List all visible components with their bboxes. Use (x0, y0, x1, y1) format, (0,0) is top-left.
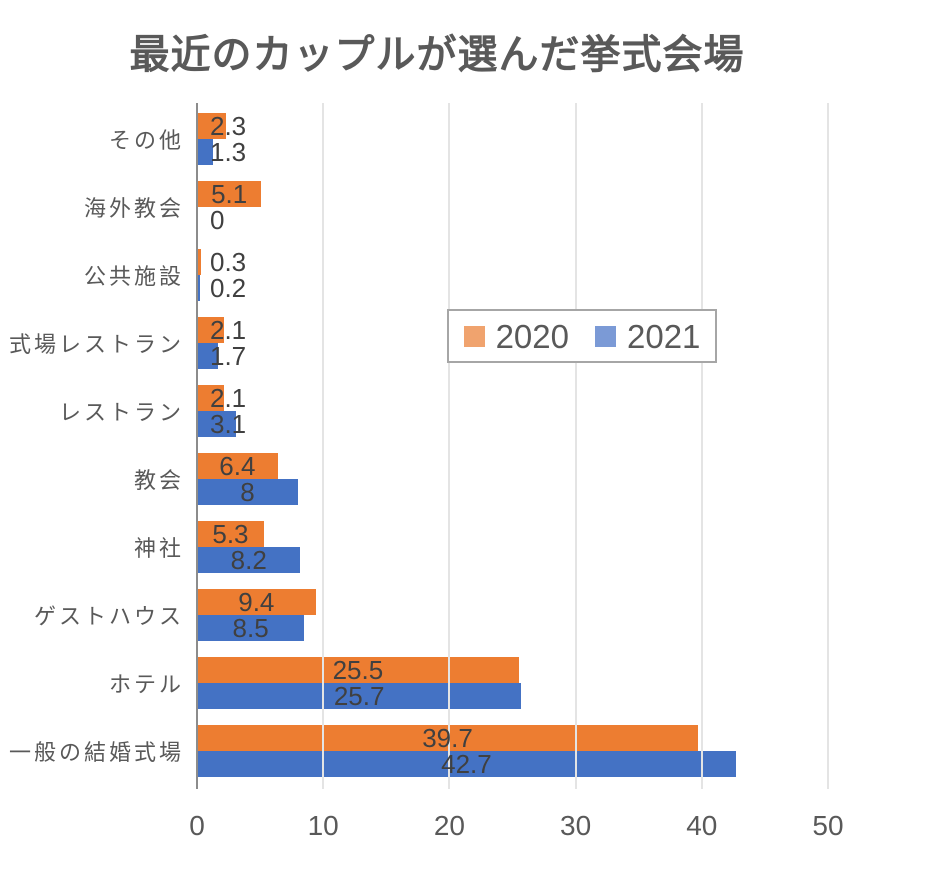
bar-2020-ホテル (197, 657, 519, 683)
value-label-2020-一般の結婚式場: 39.7 (422, 723, 473, 753)
value-label-2020-海外教会: 5.1 (211, 179, 248, 209)
legend: 2020 2021 (447, 309, 717, 363)
x-tick-10: 10 (307, 810, 339, 841)
value-label-2020-教会: 6.4 (219, 451, 256, 481)
bar-2020-レストラン (197, 385, 224, 411)
value-label-2020-式場レストラン: 2.1 (210, 315, 247, 345)
value-label-2021-レストラン: 3.1 (210, 409, 247, 439)
bar-2020-一般の結婚式場 (197, 725, 698, 751)
value-label-2020-ホテル: 25.5 (332, 655, 384, 685)
value-label-2021-その他: 1.3 (210, 137, 247, 167)
value-label-2020-神社: 5.3 (212, 519, 249, 549)
value-label-2020-ゲストハウス: 9.4 (238, 587, 275, 617)
bar-2020-海外教会 (197, 181, 262, 207)
value-label-2021-神社: 8.2 (230, 545, 267, 575)
bar-2021-ゲストハウス (197, 615, 305, 641)
category-label-公共施設: 公共施設 (83, 264, 184, 289)
legend-item-2020: 2020 (463, 317, 569, 355)
category-label-式場レストラン: 式場レストラン (8, 332, 184, 357)
category-label-ホテル: ホテル (108, 672, 184, 697)
bar-2021-公共施設 (197, 275, 200, 301)
x-tick-50: 50 (812, 810, 844, 841)
bar-2020-その他 (197, 113, 227, 139)
value-label-2021-教会: 8 (240, 477, 255, 507)
x-tick-20: 20 (433, 810, 465, 841)
x-tick-30: 30 (560, 810, 592, 841)
bar-2020-神社 (197, 521, 264, 547)
bar-2021-レストラン (197, 411, 237, 437)
value-label-2021-ホテル: 25.7 (333, 681, 385, 711)
gridline-40 (700, 103, 703, 789)
legend-label-2020: 2020 (495, 317, 569, 355)
category-axis-labels: その他海外教会公共施設式場レストランレストラン教会神社ゲストハウスホテル一般の結… (0, 105, 190, 785)
gridline-30 (574, 103, 577, 789)
value-label-2021-海外教会: 0 (210, 205, 225, 235)
category-label-神社: 神社 (133, 536, 184, 561)
category-label-その他: その他 (108, 128, 184, 153)
value-label-2021-ゲストハウス: 8.5 (232, 613, 269, 643)
legend-label-2021: 2021 (627, 317, 701, 355)
bar-2021-一般の結婚式場 (197, 751, 736, 777)
category-label-海外教会: 海外教会 (83, 196, 184, 221)
bar-2021-神社 (197, 547, 301, 573)
category-label-一般の結婚式場: 一般の結婚式場 (8, 740, 184, 765)
bar-2020-ゲストハウス (197, 589, 316, 615)
gridline-20 (448, 103, 451, 789)
chart-title: 最近のカップルが選んだ挙式会場 (129, 33, 745, 77)
bar-2021-その他 (197, 139, 214, 165)
y-axis-line (196, 103, 198, 789)
bar-2020-公共施設 (197, 249, 201, 275)
bar-2021-ホテル (197, 683, 522, 709)
category-label-ゲストハウス: ゲストハウス (33, 604, 184, 629)
legend-swatch-2020 (463, 325, 485, 347)
legend-swatch-2021 (595, 325, 616, 347)
gridline-50 (827, 103, 829, 789)
bar-2020-式場レストラン (197, 317, 224, 343)
value-label-2021-一般の結婚式場: 42.7 (441, 749, 492, 779)
x-tick-40: 40 (686, 810, 718, 841)
bar-2021-教会 (197, 479, 298, 505)
category-label-レストラン: レストラン (58, 400, 184, 425)
bar-2020-教会 (197, 453, 278, 479)
x-tick-0: 0 (189, 810, 205, 841)
value-label-2020-レストラン: 2.1 (210, 383, 247, 413)
value-label-2020-その他: 2.3 (210, 111, 247, 141)
value-label-2020-公共施設: 0.3 (210, 247, 247, 277)
value-label-2021-式場レストラン: 1.7 (210, 341, 247, 371)
category-label-教会: 教会 (133, 468, 184, 493)
gridline-10 (322, 103, 325, 789)
legend-item-2021: 2021 (595, 320, 700, 353)
plot-area: 2.3 1.3 5.1 0 0.3 0.2 2.1 1.7 2.1 3.1 6.4 8 5.3 8.2 9.… (196, 103, 908, 789)
bar-2021-式場レストラン (197, 343, 219, 369)
value-label-2021-公共施設: 0.2 (210, 273, 247, 303)
